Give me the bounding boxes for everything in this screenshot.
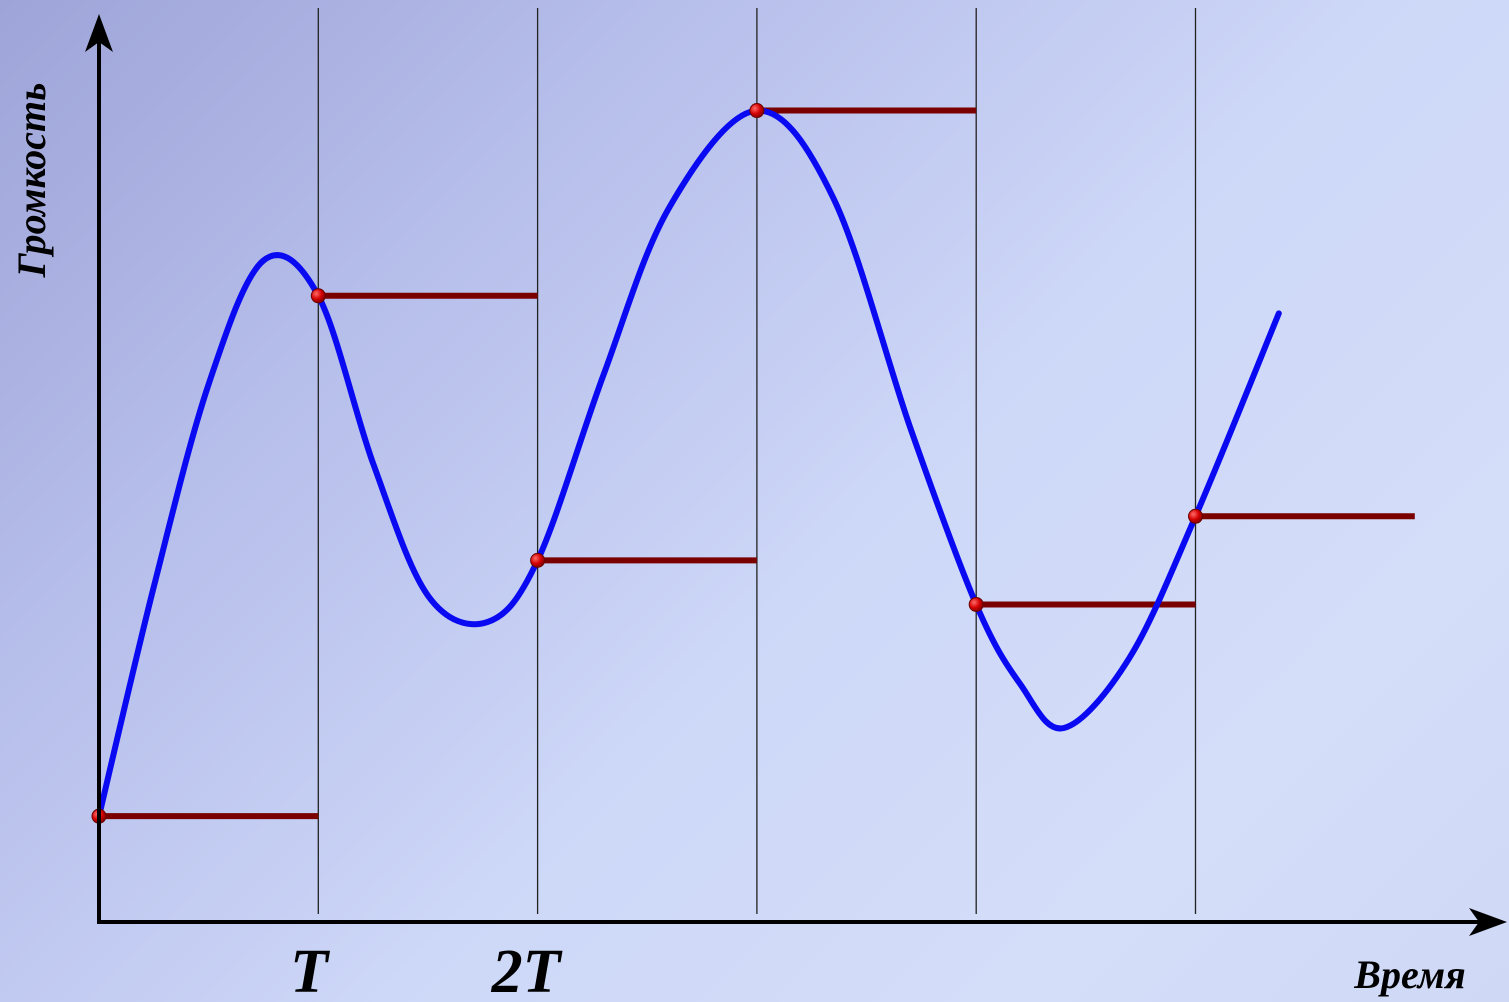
sample-points (91, 103, 1203, 824)
y-axis-arrow-icon (85, 14, 113, 52)
x-axis-arrow-icon (1469, 908, 1507, 936)
y-axis-label: Громкость (9, 83, 54, 279)
sample-point (749, 103, 765, 119)
sample-point (530, 552, 546, 568)
sampling-grid (317, 8, 1197, 914)
tick-label-t: T (290, 938, 330, 1002)
sample-point (968, 596, 984, 612)
axes (85, 14, 1507, 936)
signal-curve (96, 107, 1282, 820)
sample-point (1188, 508, 1203, 524)
tick-label-2t: 2T (491, 938, 563, 1002)
sample-point (310, 288, 326, 304)
x-axis-label: Время (1353, 952, 1465, 997)
